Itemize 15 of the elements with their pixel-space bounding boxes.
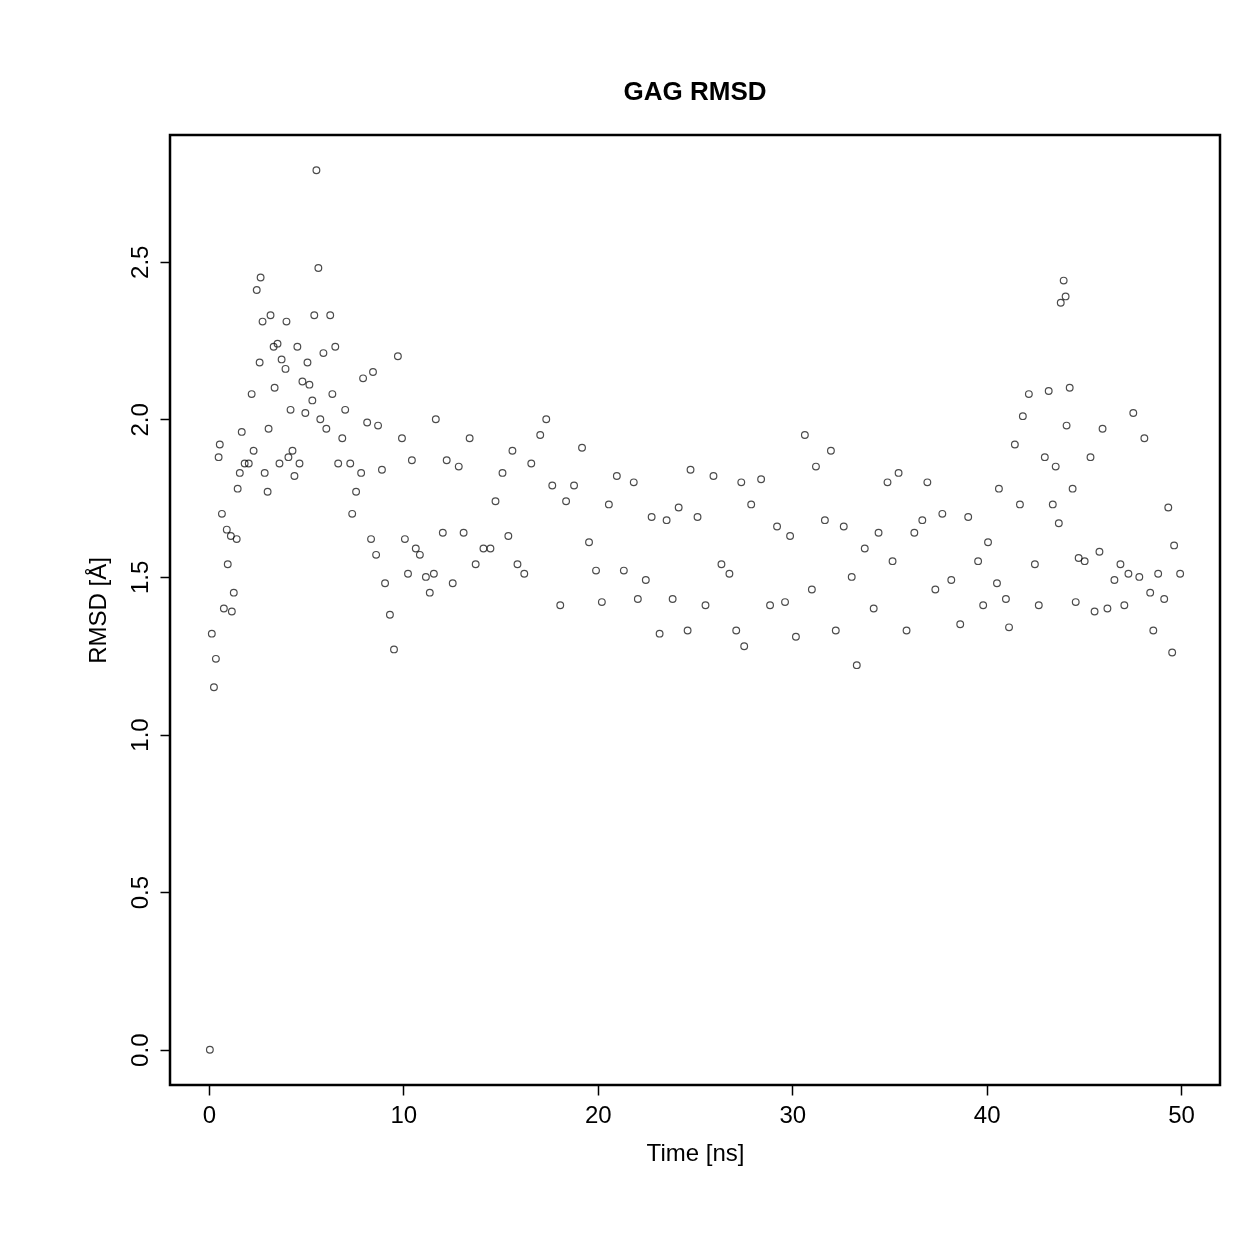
y-tick-label: 2.0 — [125, 403, 153, 437]
y-tick-label: 0.5 — [125, 875, 153, 910]
x-tick-label: 10 — [390, 1100, 418, 1128]
x-tick-label: 30 — [779, 1100, 807, 1128]
x-tick-label: 20 — [584, 1100, 612, 1128]
y-axis-title: RMSD [Å] — [83, 557, 111, 664]
chart-title: GAG RMSD — [623, 76, 767, 106]
y-tick-label: 0.0 — [125, 1033, 153, 1067]
x-axis-title: Time [ns] — [646, 1138, 745, 1166]
y-tick-label: 1.5 — [125, 560, 153, 595]
x-tick-label: 50 — [1168, 1100, 1195, 1128]
x-tick-label: 40 — [973, 1100, 1001, 1128]
y-tick-label: 2.5 — [125, 245, 153, 279]
x-tick-label: 0 — [202, 1100, 217, 1128]
y-tick-label: 1.0 — [125, 718, 153, 752]
